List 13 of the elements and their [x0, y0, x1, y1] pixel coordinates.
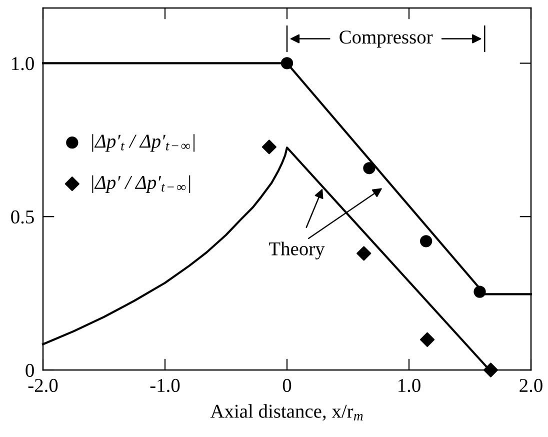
y-tick-label: 1.0: [12, 57, 34, 70]
y-tick-label: 0: [26, 364, 34, 377]
annotation: Theory: [269, 242, 325, 260]
x-tick-label: -2.0: [28, 378, 58, 392]
annotation: Compressor: [340, 30, 433, 48]
x-axis-title: Axial distance, x/r$_{m}$: [210, 404, 363, 421]
x-tick-label: 1.0: [398, 378, 420, 392]
legend-label: |Δp′$_{t}$ / Δp′$_{t−∞}$|: [92, 134, 194, 152]
x-tick-label: 2.0: [520, 378, 542, 392]
legend-label: |Δp′ / Δp′$_{t−∞}$|: [92, 175, 190, 194]
x-tick-label: -1.0: [150, 378, 180, 392]
x-tick-label: 0: [282, 378, 292, 392]
y-tick-label: 0.5: [11, 210, 34, 224]
